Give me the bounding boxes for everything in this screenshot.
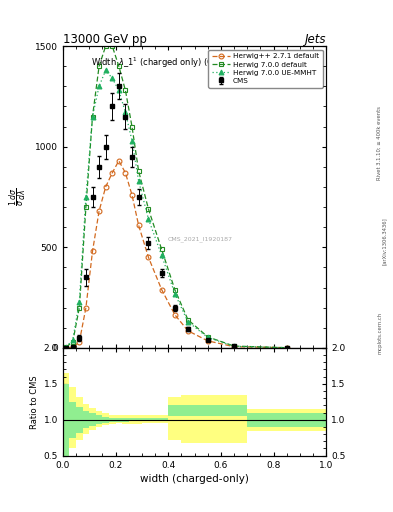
Herwig++ 2.7.1 default	[136, 222, 141, 228]
Herwig 7.0.0 UE-MMHT	[84, 194, 88, 200]
Legend: Herwig++ 2.7.1 default, Herwig 7.0.0 default, Herwig 7.0.0 UE-MMHT, CMS: Herwig++ 2.7.1 default, Herwig 7.0.0 def…	[208, 50, 323, 88]
Line: Herwig++ 2.7.1 default: Herwig++ 2.7.1 default	[64, 158, 289, 350]
Herwig 7.0.0 UE-MMHT	[206, 334, 210, 340]
Herwig++ 2.7.1 default	[285, 345, 289, 351]
Y-axis label: $\frac{1}{\sigma}\frac{d\sigma}{d\lambda}$: $\frac{1}{\sigma}\frac{d\sigma}{d\lambda…	[8, 188, 29, 206]
Herwig 7.0.0 default	[136, 168, 141, 174]
X-axis label: width (charged-only): width (charged-only)	[140, 474, 249, 484]
Herwig++ 2.7.1 default	[146, 254, 151, 261]
Herwig 7.0.0 default	[159, 246, 164, 252]
Herwig++ 2.7.1 default	[130, 192, 134, 198]
Line: Herwig 7.0.0 UE-MMHT: Herwig 7.0.0 UE-MMHT	[64, 68, 289, 350]
Herwig 7.0.0 default	[285, 345, 289, 351]
Herwig 7.0.0 UE-MMHT	[97, 83, 101, 90]
Herwig++ 2.7.1 default	[159, 287, 164, 293]
Herwig 7.0.0 UE-MMHT	[130, 138, 134, 144]
Herwig++ 2.7.1 default	[110, 170, 115, 176]
Herwig 7.0.0 UE-MMHT	[90, 114, 95, 120]
Text: CMS_2021_I1920187: CMS_2021_I1920187	[167, 237, 232, 242]
Herwig 7.0.0 default	[206, 334, 210, 340]
Herwig++ 2.7.1 default	[116, 158, 121, 164]
Herwig 7.0.0 UE-MMHT	[231, 343, 236, 349]
Herwig++ 2.7.1 default	[206, 338, 210, 344]
Herwig 7.0.0 default	[77, 305, 82, 311]
Herwig 7.0.0 default	[110, 43, 115, 49]
Herwig 7.0.0 default	[130, 123, 134, 130]
Text: mcplots.cern.ch: mcplots.cern.ch	[378, 312, 383, 354]
Herwig++ 2.7.1 default	[90, 248, 95, 254]
Herwig++ 2.7.1 default	[70, 345, 75, 351]
Text: [arXiv:1306.3436]: [arXiv:1306.3436]	[382, 217, 387, 265]
Herwig 7.0.0 UE-MMHT	[116, 87, 121, 93]
Herwig 7.0.0 default	[231, 343, 236, 349]
Herwig++ 2.7.1 default	[77, 339, 82, 345]
Herwig 7.0.0 UE-MMHT	[70, 337, 75, 343]
Herwig++ 2.7.1 default	[97, 208, 101, 214]
Herwig 7.0.0 UE-MMHT	[110, 75, 115, 81]
Herwig 7.0.0 default	[84, 204, 88, 210]
Herwig 7.0.0 UE-MMHT	[123, 110, 128, 116]
Herwig++ 2.7.1 default	[173, 312, 177, 318]
Herwig 7.0.0 default	[64, 344, 68, 350]
Herwig 7.0.0 UE-MMHT	[285, 345, 289, 351]
Herwig++ 2.7.1 default	[64, 345, 68, 351]
Herwig 7.0.0 UE-MMHT	[185, 318, 190, 325]
Herwig 7.0.0 default	[146, 206, 151, 212]
Herwig 7.0.0 default	[103, 43, 108, 49]
Herwig 7.0.0 UE-MMHT	[77, 298, 82, 305]
Herwig 7.0.0 UE-MMHT	[159, 252, 164, 259]
Herwig++ 2.7.1 default	[231, 344, 236, 350]
Herwig 7.0.0 default	[185, 316, 190, 323]
Herwig 7.0.0 default	[173, 287, 177, 293]
Herwig 7.0.0 default	[70, 339, 75, 345]
Herwig++ 2.7.1 default	[103, 184, 108, 190]
Herwig 7.0.0 default	[97, 63, 101, 69]
Herwig 7.0.0 UE-MMHT	[103, 67, 108, 73]
Line: Herwig 7.0.0 default: Herwig 7.0.0 default	[64, 44, 289, 350]
Herwig 7.0.0 default	[90, 114, 95, 120]
Herwig 7.0.0 UE-MMHT	[136, 178, 141, 184]
Herwig 7.0.0 UE-MMHT	[64, 344, 68, 350]
Herwig 7.0.0 default	[123, 87, 128, 93]
Herwig 7.0.0 UE-MMHT	[146, 216, 151, 222]
Y-axis label: Ratio to CMS: Ratio to CMS	[31, 375, 39, 429]
Herwig++ 2.7.1 default	[123, 170, 128, 176]
Herwig++ 2.7.1 default	[84, 305, 88, 311]
Text: Rivet 3.1.10; ≥ 400k events: Rivet 3.1.10; ≥ 400k events	[377, 106, 382, 180]
Herwig 7.0.0 UE-MMHT	[173, 290, 177, 296]
Herwig 7.0.0 default	[116, 63, 121, 69]
Text: Width $\lambda\_1^1$ (charged only) (CMS jet substructure): Width $\lambda\_1^1$ (charged only) (CMS…	[91, 55, 298, 70]
Herwig++ 2.7.1 default	[185, 328, 190, 334]
Text: 13000 GeV pp: 13000 GeV pp	[63, 33, 147, 46]
Text: Jets: Jets	[305, 33, 326, 46]
